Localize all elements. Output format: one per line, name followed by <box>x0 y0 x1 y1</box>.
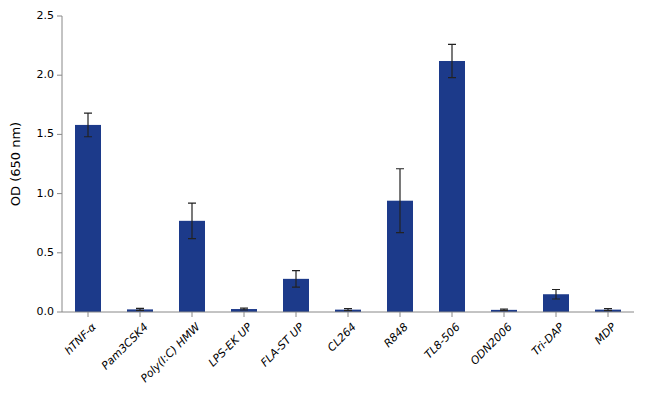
y-axis-label: OD (650 nm) <box>8 122 23 206</box>
error-bar <box>552 290 560 299</box>
x-tick-label: hTNF-α <box>62 320 99 357</box>
x-tick <box>192 312 193 317</box>
y-axis-line <box>62 16 63 312</box>
y-tick-label: 1.5 <box>37 127 55 140</box>
x-tick-label: ODN2006 <box>468 321 515 368</box>
y-tick <box>57 16 62 17</box>
error-bar <box>136 308 144 310</box>
x-tick <box>140 312 141 317</box>
x-tick <box>244 312 245 317</box>
x-tick-label: Poly(I:C) HMW <box>138 320 203 385</box>
x-tick-label: MDP <box>592 320 619 347</box>
plot-area <box>75 44 621 312</box>
x-tick <box>556 312 557 317</box>
error-bar <box>500 309 508 310</box>
chart: 0.0 0.5 1.0 1.5 2.0 2.5 OD (650 nm) hTNF-αPam3C… <box>0 0 650 404</box>
x-tick-label: CL264 <box>325 321 359 355</box>
error-bar <box>396 169 404 233</box>
x-tick <box>296 312 297 317</box>
x-tick <box>88 312 89 317</box>
error-bar <box>292 271 300 288</box>
x-tick <box>400 312 401 317</box>
y-tick <box>57 312 62 313</box>
error-bar <box>240 308 248 310</box>
y-tick <box>57 193 62 194</box>
bar <box>75 125 101 312</box>
x-tick <box>608 312 609 317</box>
x-tick-label: Pam3CSK4 <box>99 321 151 373</box>
error-bar <box>84 113 92 137</box>
x-tick <box>348 312 349 317</box>
y-tick-label: 1.0 <box>37 187 55 200</box>
x-tick-label: FLA-ST UP <box>258 320 307 369</box>
x-axis: hTNF-αPam3CSK4Poly(I:C) HMWLPS-EK UPFLA-… <box>62 312 634 385</box>
x-tick <box>452 312 453 317</box>
x-tick-label: R848 <box>381 321 410 350</box>
error-bar <box>344 309 352 311</box>
y-tick-label: 2.0 <box>37 68 55 81</box>
error-bar <box>604 309 612 311</box>
bar <box>439 61 465 312</box>
x-tick-label: Tri-DAP <box>529 320 567 358</box>
x-tick-label: TL8-506 <box>422 321 463 362</box>
y-tick <box>57 134 62 135</box>
y-tick-label: 0.5 <box>37 246 55 259</box>
x-tick <box>504 312 505 317</box>
y-tick-label: 0.0 <box>37 305 55 318</box>
y-tick-label: 2.5 <box>37 9 55 22</box>
y-axis: 0.0 0.5 1.0 1.5 2.0 2.5 <box>37 9 63 318</box>
error-bar <box>448 44 456 77</box>
y-tick <box>57 252 62 253</box>
x-tick-label: LPS-EK UP <box>206 320 255 369</box>
error-bar <box>188 203 196 239</box>
y-tick <box>57 75 62 76</box>
